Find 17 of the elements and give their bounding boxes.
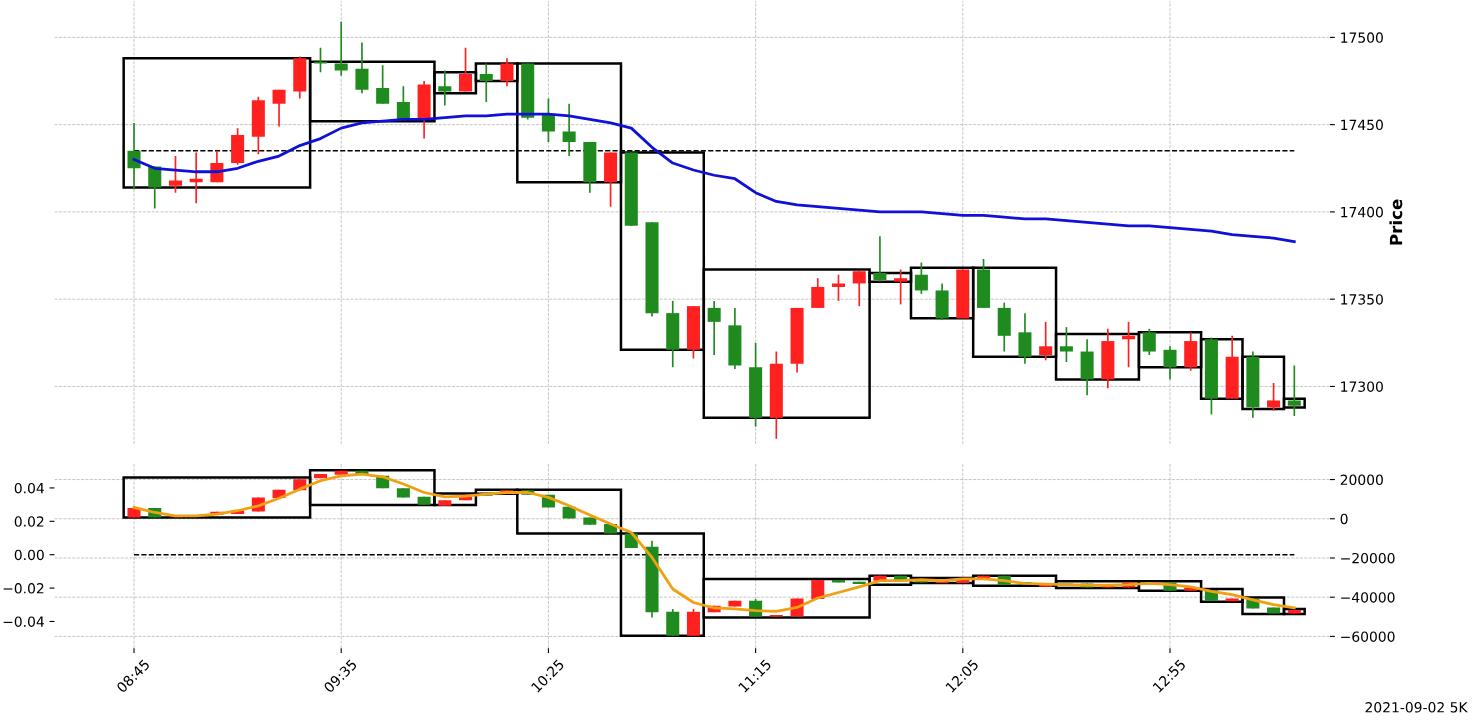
- y-tick-label: 17400: [1341, 206, 1383, 218]
- y-tick-label: 17500: [1341, 32, 1383, 43]
- y-axis-title: Price: [1389, 199, 1403, 245]
- y-tick-label: 0.00: [14, 549, 44, 561]
- y-tick-label: −0.04: [3, 616, 44, 627]
- y-tick-label: 17350: [1341, 294, 1383, 305]
- y2-tick-label: −20000: [1341, 552, 1395, 564]
- y-tick-label: 0.04: [14, 482, 44, 494]
- y2-tick-label: −40000: [1341, 592, 1395, 603]
- y-tick-label: 17300: [1341, 381, 1383, 392]
- y2-tick-label: 0: [1340, 513, 1348, 525]
- y2-tick-label: −60000: [1341, 631, 1395, 642]
- text: 2021-09-02 5K: [1365, 702, 1468, 713]
- y-tick-label: −0.02: [3, 583, 44, 594]
- y-tick-label: 0.02: [14, 516, 44, 527]
- y2-tick-label: 20000: [1340, 474, 1383, 486]
- y-tick-label: 17450: [1341, 119, 1383, 131]
